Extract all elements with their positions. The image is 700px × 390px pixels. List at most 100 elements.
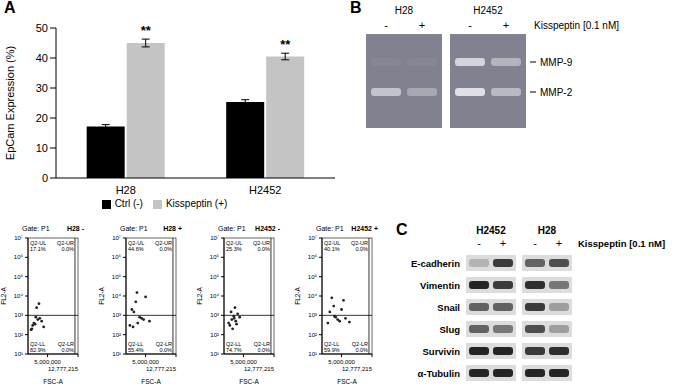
svg-text:10¹: 10¹ xyxy=(210,351,219,357)
svg-text:10²: 10² xyxy=(210,332,219,338)
svg-text:H2452: H2452 xyxy=(249,184,281,196)
svg-text:EpCam Expression (%): EpCam Expression (%) xyxy=(4,46,16,160)
svg-text:Survivin: Survivin xyxy=(423,346,461,357)
svg-text:40.1%: 40.1% xyxy=(324,246,340,252)
svg-text:Q2-UL: Q2-UL xyxy=(226,240,242,246)
svg-text:0.0%: 0.0% xyxy=(159,347,172,353)
svg-text:0.0%: 0.0% xyxy=(257,246,270,252)
svg-text:12,777,215: 12,777,215 xyxy=(342,366,373,372)
svg-text:12,777,215: 12,777,215 xyxy=(48,366,79,372)
svg-text:Q2-UL: Q2-UL xyxy=(30,240,46,246)
svg-text:Q2-UR: Q2-UR xyxy=(253,240,270,246)
svg-text:10³: 10³ xyxy=(308,312,317,318)
svg-text:10²: 10² xyxy=(14,332,23,338)
svg-text:82.9%: 82.9% xyxy=(30,347,46,353)
svg-text:Slug: Slug xyxy=(439,324,460,335)
svg-text:+: + xyxy=(556,237,562,249)
svg-text:+: + xyxy=(503,19,509,31)
svg-text:Q2-LR: Q2-LR xyxy=(352,341,368,347)
svg-text:10⁴: 10⁴ xyxy=(308,293,318,299)
svg-text:10⁷: 10⁷ xyxy=(112,235,121,241)
svg-text:74.7%: 74.7% xyxy=(226,347,242,353)
svg-text:-: - xyxy=(468,19,472,31)
svg-text:5,000,000: 5,000,000 xyxy=(328,359,355,365)
svg-text:+: + xyxy=(500,237,506,249)
svg-text:Q2-UL: Q2-UL xyxy=(128,240,144,246)
svg-text:MMP-2: MMP-2 xyxy=(540,87,573,98)
svg-text:H28: H28 xyxy=(395,5,414,16)
svg-text:**: ** xyxy=(280,37,291,52)
svg-text:H2452: H2452 xyxy=(473,5,503,16)
svg-text:10¹: 10¹ xyxy=(112,351,121,357)
svg-text:Vimentin: Vimentin xyxy=(420,280,460,291)
svg-text:10⁷: 10⁷ xyxy=(210,235,219,241)
svg-text:10⁵: 10⁵ xyxy=(210,274,220,280)
svg-text:0.0%: 0.0% xyxy=(355,246,368,252)
svg-text:5,000,000: 5,000,000 xyxy=(34,359,61,365)
svg-text:55.4%: 55.4% xyxy=(128,347,144,353)
svg-text:FL2-A: FL2-A xyxy=(196,286,203,304)
svg-text:10¹: 10¹ xyxy=(14,351,23,357)
svg-text:10⁴: 10⁴ xyxy=(210,293,220,299)
svg-text:10⁵: 10⁵ xyxy=(308,274,318,280)
svg-text:Q2-LL: Q2-LL xyxy=(30,341,45,347)
svg-text:E-cadherin: E-cadherin xyxy=(411,258,460,269)
svg-text:Q2-UR: Q2-UR xyxy=(57,240,74,246)
svg-text:44.6%: 44.6% xyxy=(128,246,144,252)
svg-text:α-Tubulin: α-Tubulin xyxy=(417,368,460,379)
svg-text:FSC-A: FSC-A xyxy=(141,378,161,385)
svg-text:30: 30 xyxy=(36,82,48,94)
svg-text:Q2-UL: Q2-UL xyxy=(324,240,340,246)
svg-text:0.0%: 0.0% xyxy=(61,246,74,252)
svg-text:10⁶: 10⁶ xyxy=(112,254,122,260)
svg-text:H2452: H2452 xyxy=(476,225,506,236)
svg-text:10³: 10³ xyxy=(14,312,23,318)
svg-text:Q2-UR: Q2-UR xyxy=(351,240,368,246)
svg-text:12,777,215: 12,777,215 xyxy=(244,366,275,372)
svg-text:0.0%: 0.0% xyxy=(257,347,270,353)
svg-text:59.9%: 59.9% xyxy=(324,347,340,353)
svg-text:FSC-A: FSC-A xyxy=(43,378,63,385)
svg-text:Q2-LL: Q2-LL xyxy=(324,341,339,347)
svg-text:FL2-A: FL2-A xyxy=(98,286,105,304)
svg-text:Q2-LL: Q2-LL xyxy=(226,341,241,347)
svg-text:10⁵: 10⁵ xyxy=(112,274,122,280)
svg-text:40: 40 xyxy=(36,52,48,64)
svg-text:-: - xyxy=(477,237,481,249)
svg-text:10⁷: 10⁷ xyxy=(308,235,317,241)
svg-text:0.0%: 0.0% xyxy=(355,347,368,353)
svg-text:FSC-A: FSC-A xyxy=(239,378,259,385)
svg-text:-: - xyxy=(533,237,537,249)
svg-text:FL2-A: FL2-A xyxy=(294,286,301,304)
svg-text:10¹: 10¹ xyxy=(308,351,317,357)
svg-text:MMP-9: MMP-9 xyxy=(540,57,573,68)
svg-text:Snail: Snail xyxy=(437,302,460,313)
svg-text:17.1%: 17.1% xyxy=(30,246,46,252)
svg-text:10: 10 xyxy=(36,142,48,154)
svg-text:FSC-A: FSC-A xyxy=(337,378,357,385)
svg-text:5,000,000: 5,000,000 xyxy=(132,359,159,365)
svg-text:0: 0 xyxy=(42,172,48,184)
svg-text:10⁴: 10⁴ xyxy=(112,293,122,299)
svg-text:Q2-LR: Q2-LR xyxy=(254,341,270,347)
svg-text:10⁷: 10⁷ xyxy=(14,235,23,241)
svg-text:Kisspeptin [0.1 nM]: Kisspeptin [0.1 nM] xyxy=(534,20,619,31)
svg-text:10²: 10² xyxy=(112,332,121,338)
svg-text:25.3%: 25.3% xyxy=(226,246,242,252)
svg-text:10²: 10² xyxy=(308,332,317,338)
svg-text:10³: 10³ xyxy=(210,312,219,318)
svg-text:Kisspeptin [0.1 nM]: Kisspeptin [0.1 nM] xyxy=(578,238,665,249)
svg-text:10⁶: 10⁶ xyxy=(308,254,318,260)
svg-text:0.0%: 0.0% xyxy=(159,246,172,252)
svg-text:FL2-A: FL2-A xyxy=(0,286,7,304)
svg-text:+: + xyxy=(419,19,425,31)
svg-text:12,777,215: 12,777,215 xyxy=(146,366,177,372)
svg-text:**: ** xyxy=(141,23,152,38)
svg-text:10⁶: 10⁶ xyxy=(210,254,220,260)
svg-text:Q2-LR: Q2-LR xyxy=(156,341,172,347)
svg-text:50: 50 xyxy=(36,22,48,34)
svg-text:10³: 10³ xyxy=(112,312,121,318)
svg-text:Q2-LR: Q2-LR xyxy=(58,341,74,347)
svg-text:5,000,000: 5,000,000 xyxy=(230,359,257,365)
svg-text:10⁴: 10⁴ xyxy=(14,293,24,299)
